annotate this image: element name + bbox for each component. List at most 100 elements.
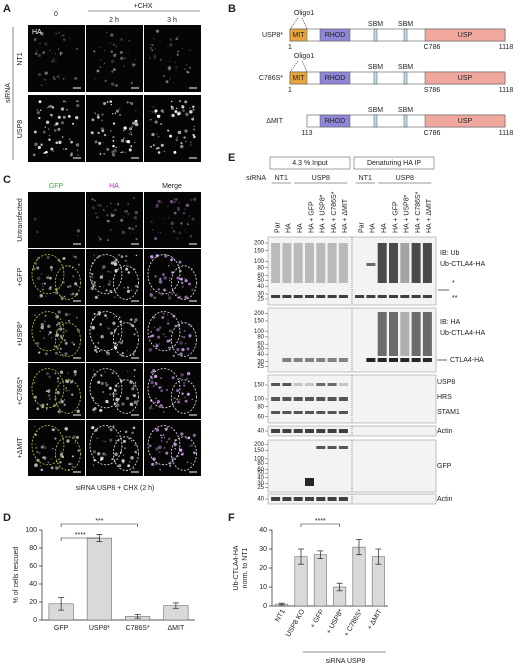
speckle — [129, 131, 132, 134]
blot-band — [316, 446, 326, 449]
speckle — [193, 128, 196, 131]
speckle — [63, 38, 66, 41]
speckle — [183, 329, 186, 332]
speckle — [193, 211, 195, 214]
speckle — [182, 109, 185, 112]
speckle — [42, 288, 44, 291]
speckle — [133, 400, 138, 405]
speckle — [109, 438, 113, 442]
speckle — [126, 350, 128, 352]
speckle — [62, 148, 65, 150]
speckle — [134, 225, 138, 228]
speckle — [55, 53, 57, 55]
cell-outline — [89, 425, 123, 466]
speckle — [93, 50, 96, 53]
speckle — [94, 112, 96, 114]
speckle — [43, 78, 46, 81]
header-box — [353, 156, 435, 170]
blot-band — [305, 497, 314, 501]
speckle — [127, 53, 129, 55]
speckle — [133, 467, 135, 470]
speckle — [63, 100, 65, 102]
speckle — [68, 313, 71, 316]
speckle — [133, 394, 136, 398]
speckle — [168, 279, 171, 282]
speckle — [75, 435, 80, 440]
speckle — [96, 69, 100, 73]
speckle — [134, 318, 138, 322]
speckle — [50, 147, 54, 151]
speckle — [170, 292, 174, 296]
speckle — [168, 329, 172, 333]
speckle — [169, 38, 172, 41]
speckle — [54, 465, 57, 467]
mw-marker: 40 — [257, 284, 264, 290]
speckle — [193, 125, 195, 127]
speckle — [107, 426, 110, 429]
speckle — [167, 346, 170, 349]
speckle — [98, 350, 101, 352]
speckle — [36, 111, 40, 115]
cell-outline — [54, 379, 81, 414]
blot-band — [271, 411, 281, 414]
micrograph — [86, 95, 143, 162]
column-label: Merge — [162, 183, 182, 190]
speckle — [67, 114, 71, 118]
blot-band — [305, 429, 314, 433]
domain-label: MIT — [292, 75, 305, 82]
speckle — [167, 68, 171, 72]
column-label: GFP — [49, 183, 64, 190]
speckle — [75, 100, 78, 103]
speckle — [53, 345, 56, 348]
speckle — [55, 466, 59, 470]
speckle — [190, 144, 192, 146]
panel-label: E — [228, 152, 235, 164]
speckle — [129, 127, 133, 131]
speckle — [118, 113, 122, 117]
speckle — [185, 377, 189, 380]
speckle — [98, 203, 102, 208]
speckle — [155, 206, 158, 209]
speckle — [111, 70, 114, 73]
speckle — [50, 269, 53, 272]
speckle — [181, 347, 185, 352]
speckle — [69, 380, 73, 384]
speckle — [109, 289, 113, 293]
speckle — [111, 150, 115, 154]
residue-start: 113 — [301, 130, 312, 137]
speckle — [110, 331, 114, 335]
speckle — [70, 294, 72, 296]
speckle — [77, 100, 79, 102]
speckle — [123, 137, 125, 139]
speckle — [193, 116, 195, 118]
speckle — [192, 108, 195, 111]
speckle — [47, 394, 51, 398]
speckle — [70, 140, 73, 144]
speckle — [104, 440, 106, 443]
speckle — [99, 323, 102, 326]
construct-name: USP8* — [262, 32, 283, 39]
speckle — [69, 389, 71, 392]
cell-outline — [54, 265, 81, 300]
speckle — [109, 202, 112, 205]
column-label: 3 h — [167, 17, 177, 24]
blot-band — [327, 243, 337, 283]
speckle — [43, 152, 46, 154]
speckle — [188, 445, 191, 448]
blot-band — [316, 295, 326, 298]
speckle — [109, 129, 112, 132]
speckle — [93, 254, 95, 256]
speckle — [101, 113, 104, 116]
speckle — [184, 100, 188, 104]
speckle — [52, 428, 55, 432]
domain-label: USP — [458, 118, 473, 125]
cell-outline — [31, 425, 65, 466]
speckle — [76, 229, 81, 233]
speckle — [153, 296, 157, 300]
speckle — [59, 461, 62, 464]
lane-label: HA — [297, 223, 304, 233]
speckle — [96, 113, 100, 117]
speckle — [77, 154, 79, 156]
speckle — [113, 210, 115, 212]
speckle — [109, 393, 112, 396]
